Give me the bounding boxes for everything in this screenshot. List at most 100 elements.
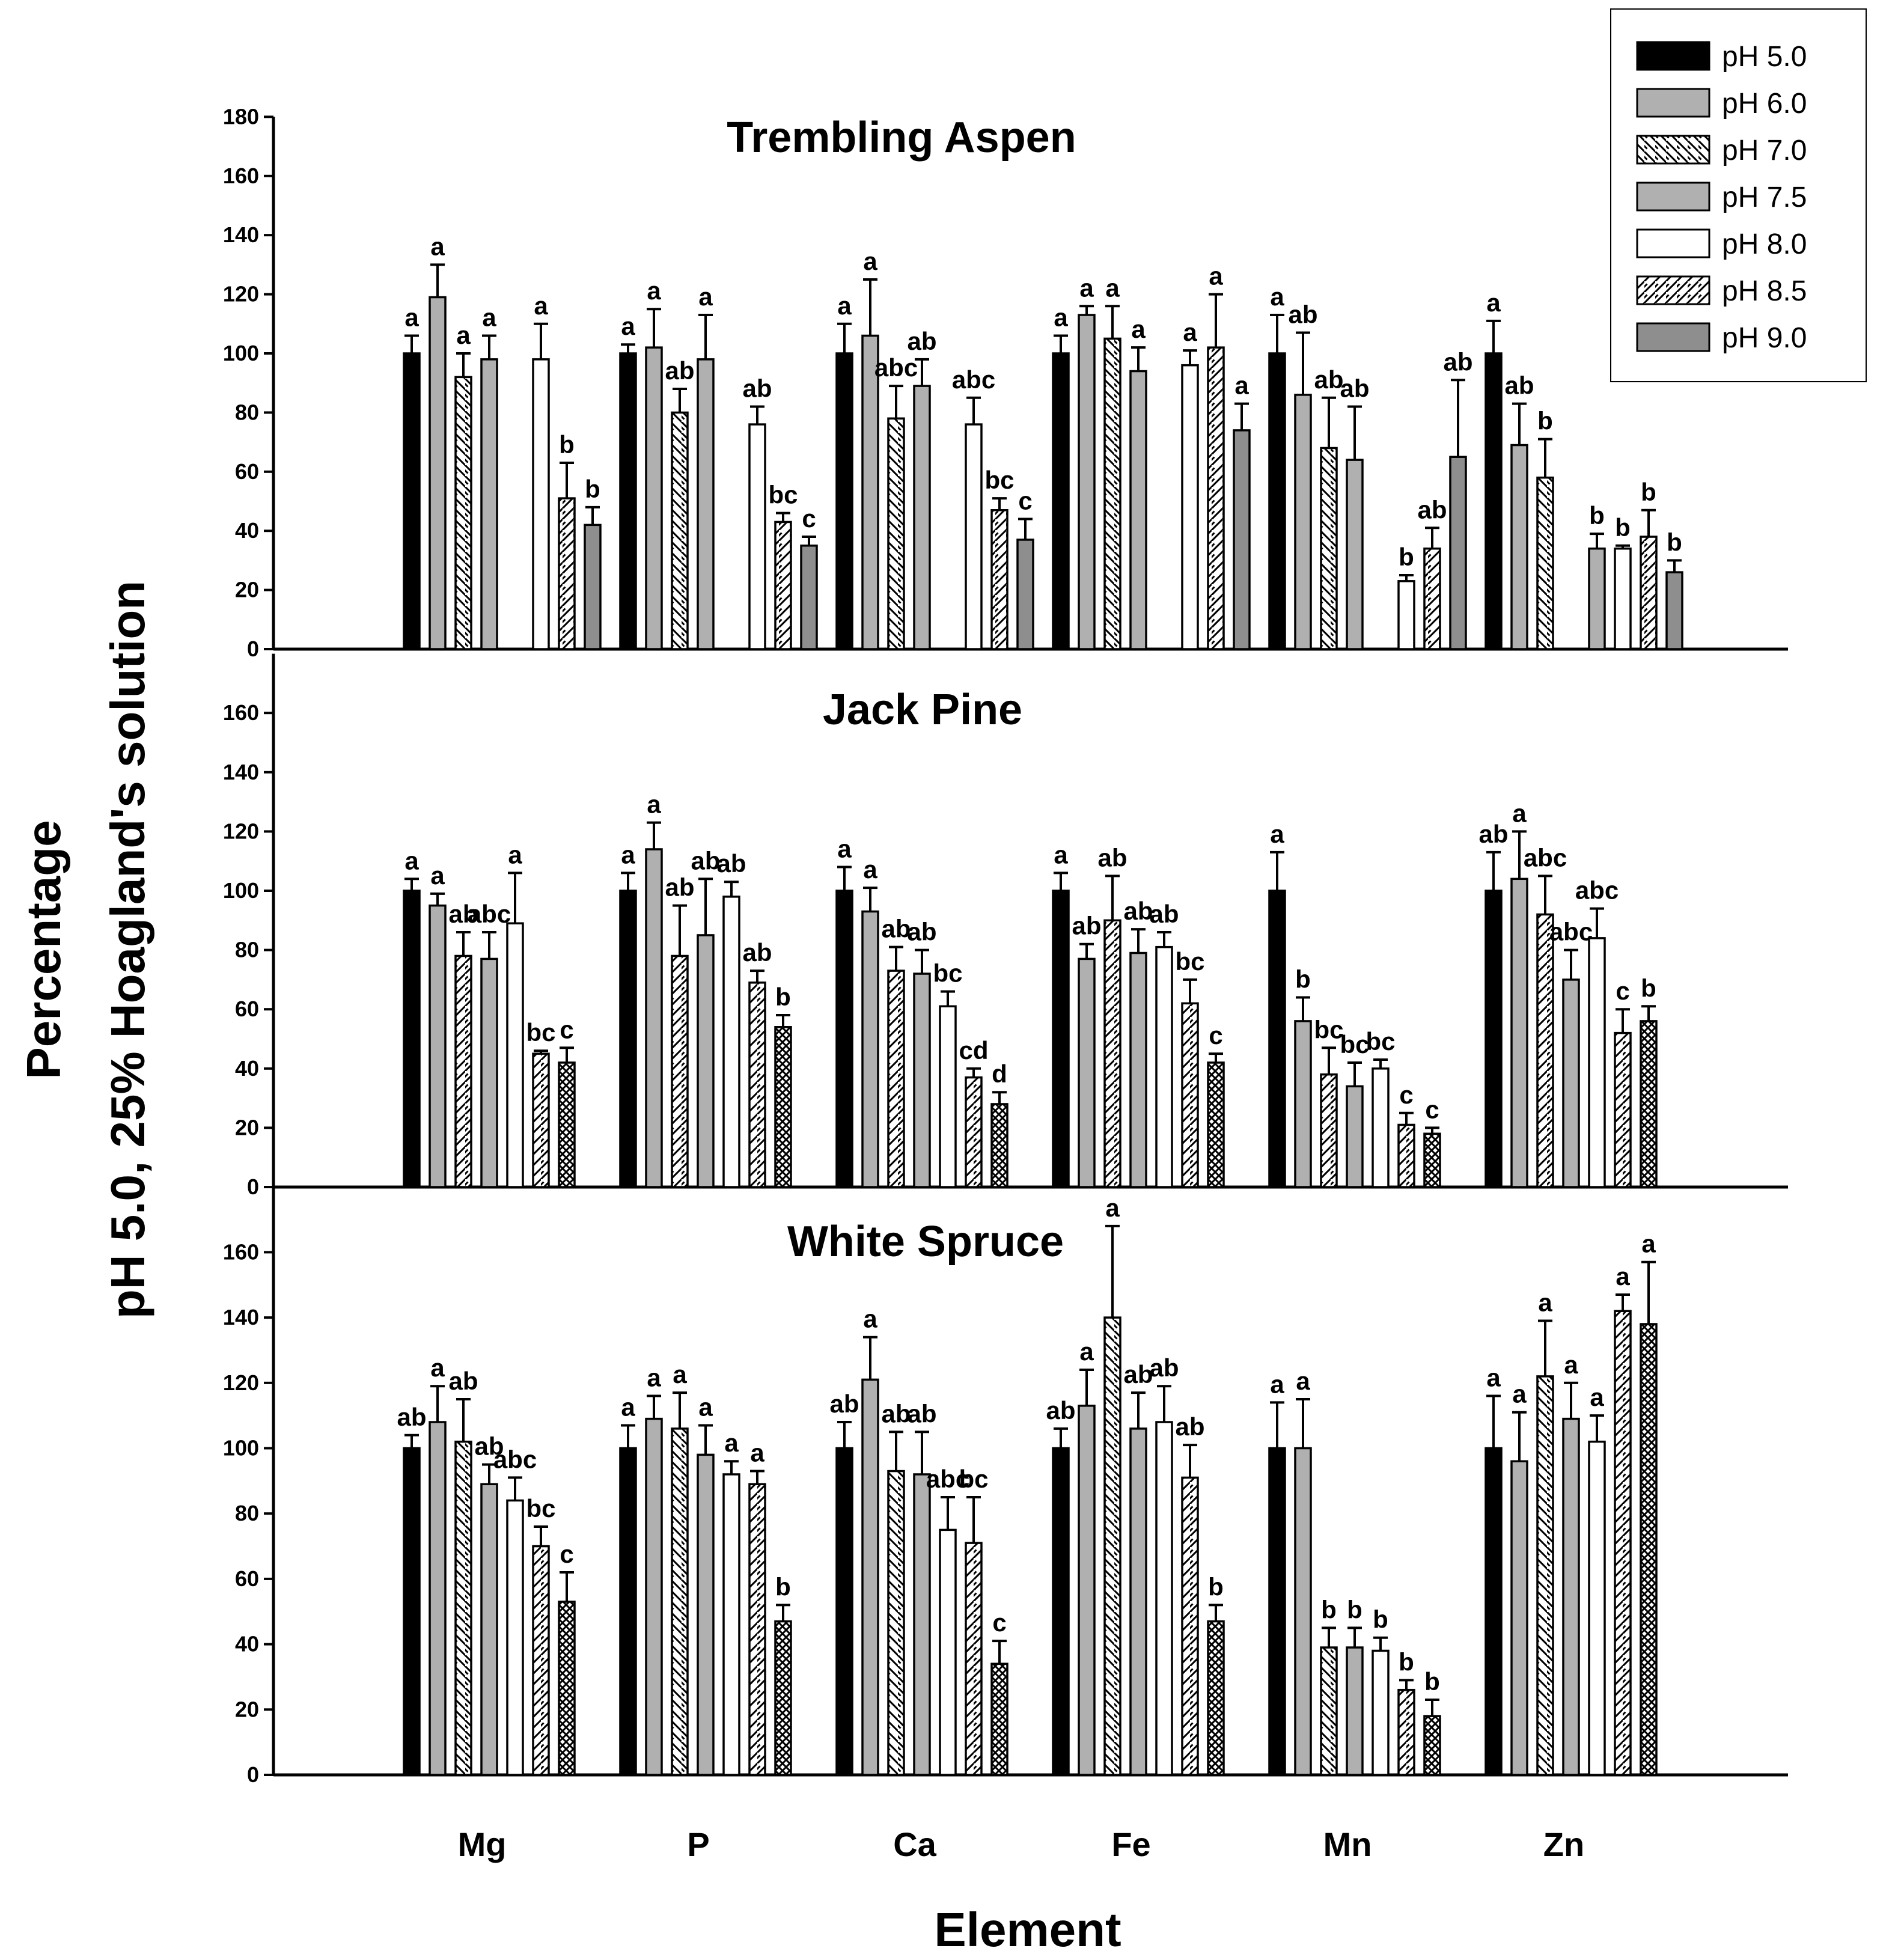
- bar-jack-pine-mn-ph-9-0: [1423, 1132, 1441, 1188]
- significance-label-white-spruce-zn-ph-6-0: a: [1512, 1380, 1527, 1408]
- y-tick-label-trembling-aspen: 100: [223, 341, 259, 365]
- legend-label-ph-9-0: pH 9.0: [1722, 322, 1807, 354]
- bar-trembling-aspen-ca-ph-6-0: [861, 334, 879, 650]
- bar-jack-pine-fe-ph-7-5: [1129, 951, 1147, 1188]
- significance-label-jack-pine-p-ph-8-5: ab: [742, 938, 772, 966]
- significance-label-jack-pine-mn-ph-8-0: bc: [1365, 1027, 1395, 1055]
- significance-label-jack-pine-ca-ph-5-0: a: [837, 835, 852, 863]
- bar-white-spruce-ca-ph-9-0: [990, 1662, 1008, 1776]
- bar-trembling-aspen-mn-ph-8-5: [1423, 547, 1441, 650]
- significance-label-trembling-aspen-fe-ph-9-0: a: [1234, 371, 1249, 400]
- significance-label-trembling-aspen-mg-ph-8-5: b: [559, 430, 575, 459]
- bar-white-spruce-mg-ph-8-0: [506, 1499, 524, 1776]
- significance-label-trembling-aspen-zn-ph-7-5-b: b: [1589, 501, 1605, 530]
- significance-label-white-spruce-p-ph-7-5: a: [698, 1393, 713, 1421]
- category-label-zn: Zn: [1543, 1825, 1584, 1863]
- y-tick-label-white-spruce: 40: [235, 1632, 259, 1656]
- significance-label-trembling-aspen-mn-ph-5-0: a: [1270, 282, 1284, 311]
- y-axis-label: Percentage pH 5.0, 25% Hoagland's soluti…: [17, 581, 154, 1319]
- significance-label-white-spruce-mn-ph-5-0: a: [1270, 1370, 1284, 1398]
- bar-trembling-aspen-zn-ph-9-0: [1665, 571, 1683, 650]
- significance-label-trembling-aspen-fe-ph-8-0: a: [1183, 318, 1197, 346]
- bar-trembling-aspen-mg-ph-7-0: [454, 376, 472, 650]
- y-tick-label-trembling-aspen: 80: [235, 400, 259, 424]
- bar-jack-pine-ca-ph-7-5: [913, 972, 931, 1188]
- bar-trembling-aspen-mg-ph-5-0: [403, 352, 421, 650]
- significance-label-white-spruce-fe-ph-8-5: ab: [1175, 1412, 1204, 1441]
- bar-trembling-aspen-mg-ph-6-0: [429, 296, 447, 650]
- significance-label-white-spruce-mn-ph-6-0: a: [1296, 1367, 1310, 1395]
- significance-label-trembling-aspen-p-ph-9-0: c: [802, 504, 816, 533]
- significance-label-jack-pine-mn-ph-7-5: bc: [1340, 1030, 1369, 1058]
- significance-label-white-spruce-ca-ph-8-5: bc: [959, 1465, 988, 1493]
- bar-white-spruce-zn-ph-6-0: [1510, 1460, 1528, 1776]
- bar-jack-pine-zn-ph-5-0: [1484, 890, 1503, 1188]
- bar-white-spruce-p-ph-5-0: [619, 1447, 637, 1776]
- significance-label-trembling-aspen-mg-ph-6-0: a: [430, 232, 445, 260]
- significance-label-jack-pine-mg-ph-6-0: a: [430, 861, 445, 890]
- significance-label-white-spruce-ca-ph-6-0: a: [863, 1305, 877, 1333]
- significance-label-jack-pine-ca-ph-6-0: a: [863, 855, 877, 884]
- bar-jack-pine-mn-ph-8-5: [1397, 1123, 1415, 1188]
- legend-swatch-ph-8-5: [1636, 275, 1710, 305]
- bar-jack-pine-fe-ph-9-0: [1207, 1061, 1225, 1188]
- legend-swatch-ph-7-5: [1636, 182, 1710, 212]
- bar-trembling-aspen-zn-ph-7-5-b: [1588, 547, 1606, 650]
- legend-swatch-ph-5-0: [1636, 41, 1710, 71]
- significance-label-trembling-aspen-ca-ph-7-5: ab: [907, 327, 936, 355]
- y-tick-label-white-spruce: 60: [235, 1566, 259, 1591]
- significance-label-jack-pine-mg-ph-9-0: c: [560, 1015, 573, 1043]
- significance-label-trembling-aspen-p-ph-6-0: a: [647, 276, 661, 305]
- bar-white-spruce-mn-ph-5-0: [1268, 1447, 1286, 1776]
- y-tick-label-jack-pine: 80: [235, 938, 259, 962]
- significance-label-trembling-aspen-mg-ph-7-5: a: [482, 303, 496, 331]
- bar-white-spruce-p-ph-8-5: [748, 1483, 766, 1776]
- legend-label-ph-7-0: pH 7.0: [1722, 135, 1807, 166]
- significance-label-jack-pine-mg-ph-7-0: ab: [448, 900, 478, 928]
- bar-trembling-aspen-ca-ph-9-0: [1016, 539, 1034, 650]
- significance-label-jack-pine-fe-ph-8-5: bc: [1175, 947, 1204, 975]
- bar-jack-pine-ca-ph-8-0: [939, 1005, 957, 1188]
- bar-white-spruce-zn-ph-7-0: [1536, 1375, 1554, 1776]
- significance-label-white-spruce-p-ph-5-0: a: [621, 1393, 635, 1421]
- significance-label-jack-pine-zn-ph-6-0: a: [1512, 799, 1527, 827]
- bar-jack-pine-mg-ph-7-0: [454, 954, 472, 1188]
- significance-label-jack-pine-ca-ph-8-5: cd: [959, 1036, 988, 1064]
- significance-label-white-spruce-zn-ph-8-0: a: [1590, 1383, 1604, 1411]
- significance-label-jack-pine-ca-ph-7-0: ab: [881, 915, 911, 943]
- y-tick-label-white-spruce: 100: [223, 1436, 259, 1461]
- significance-label-trembling-aspen-mn-ph-9-0: ab: [1443, 347, 1472, 376]
- bar-jack-pine-zn-ph-6-0: [1510, 878, 1528, 1188]
- category-label-p: P: [687, 1825, 709, 1863]
- bar-white-spruce-mn-ph-7-0: [1320, 1646, 1338, 1776]
- bar-trembling-aspen-mn-ph-6-0: [1294, 394, 1312, 650]
- panel-title-white-spruce: White Spruce: [787, 1218, 1064, 1266]
- bar-jack-pine-fe-ph-6-0: [1078, 957, 1096, 1188]
- legend-label-ph-6-0: pH 6.0: [1722, 88, 1807, 120]
- significance-label-jack-pine-p-ph-7-5: ab: [691, 846, 720, 875]
- y-tick-label-trembling-aspen: 60: [235, 459, 259, 484]
- significance-label-white-spruce-mn-ph-8-5: b: [1399, 1647, 1414, 1676]
- bar-white-spruce-ca-ph-7-0: [887, 1470, 905, 1776]
- significance-label-white-spruce-p-ph-7-0: a: [673, 1360, 687, 1388]
- significance-label-trembling-aspen-zn-ph-5-0: a: [1486, 289, 1501, 317]
- legend: pH 5.0 pH 6.0 pH 7.0 pH 7.5 pH 8.0 pH 8.5 pH 9…: [1610, 8, 1867, 382]
- significance-label-white-spruce-p-ph-9-0: b: [775, 1572, 791, 1601]
- bar-jack-pine-fe-ph-8-5: [1181, 1002, 1199, 1188]
- bar-trembling-aspen-ca-ph-7-5: [913, 385, 931, 650]
- bar-jack-pine-fe-ph-8-0: [1155, 945, 1173, 1188]
- bar-jack-pine-mn-ph-7-5: [1346, 1085, 1364, 1188]
- significance-label-white-spruce-zn-ph-5-0: a: [1486, 1364, 1501, 1392]
- significance-label-jack-pine-mg-ph-8-0: a: [508, 840, 522, 869]
- category-label-ca: Ca: [893, 1825, 936, 1863]
- bar-jack-pine-p-ph-8-5: [748, 982, 766, 1188]
- legend-swatch-ph-7-0: [1636, 135, 1710, 165]
- significance-label-jack-pine-zn-ph-9-0: b: [1641, 974, 1656, 1002]
- significance-label-jack-pine-fe-ph-8-0: ab: [1149, 900, 1179, 928]
- legend-label-ph-8-5: pH 8.5: [1722, 275, 1807, 307]
- bar-white-spruce-ca-ph-7-5: [913, 1473, 931, 1776]
- bar-jack-pine-mg-ph-7-5: [480, 957, 498, 1188]
- significance-label-trembling-aspen-p-ph-5-0: a: [621, 312, 635, 340]
